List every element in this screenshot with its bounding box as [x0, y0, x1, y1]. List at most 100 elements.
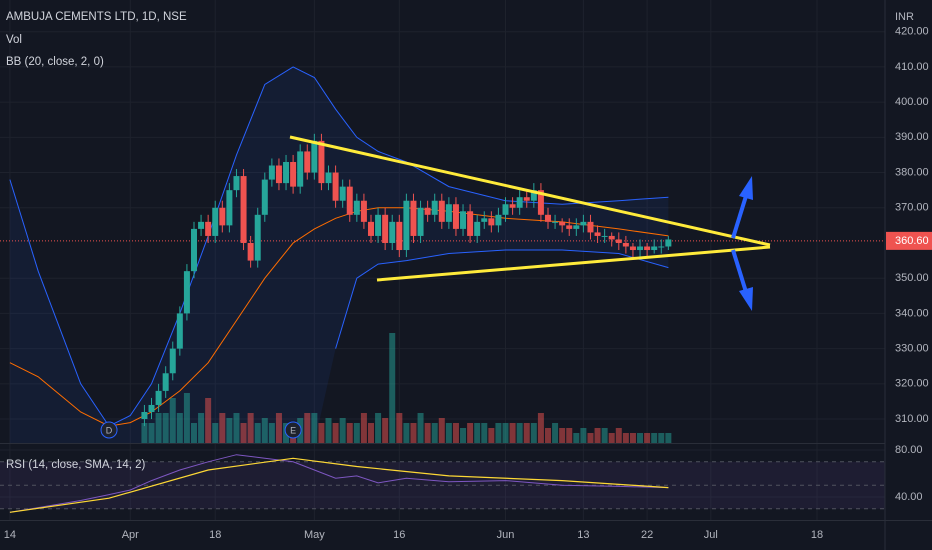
candle-body [615, 239, 622, 243]
rsi-line [9, 454, 669, 513]
volume-bar [537, 413, 544, 443]
x-tick-label: Jun [497, 529, 515, 541]
volume-label: Vol [6, 34, 22, 46]
volume-bar [495, 423, 502, 443]
y-tick-label: 390.00 [895, 131, 929, 143]
candle-body [190, 228, 197, 272]
candle-body [509, 204, 516, 208]
volume-bar [523, 423, 530, 443]
volume-bar [360, 413, 367, 443]
volume-bar [205, 398, 212, 443]
candle-body [637, 246, 644, 251]
candle-body [608, 235, 615, 240]
indicator-label: BB (20, close, 2, 0) [6, 56, 104, 68]
candle-body [502, 204, 509, 215]
volume-bar [176, 413, 183, 443]
candle-body [552, 221, 559, 223]
candle-body [566, 225, 573, 229]
volume-bar [452, 423, 459, 443]
volume-bar [275, 413, 282, 443]
volume-bar [332, 423, 339, 443]
y-tick-label: 310.00 [895, 413, 929, 425]
volume-bar [424, 423, 431, 443]
candle-body [559, 221, 566, 226]
candle-body [367, 221, 374, 236]
volume-bar [375, 413, 382, 443]
labels: AMBUJA CEMENTS LTD, 1D, NSE Vol BB (20, … [6, 11, 914, 471]
volume-bar [601, 428, 608, 443]
rsi-ma [9, 457, 669, 513]
candle-body [573, 225, 580, 229]
arrow-down [731, 249, 748, 293]
trend-line-lower [376, 245, 771, 282]
volume-bar [410, 423, 417, 443]
volume-bar [566, 428, 573, 443]
candle-body [183, 271, 190, 314]
candle-body [481, 218, 488, 222]
drawings [289, 135, 771, 311]
volume-bar [467, 423, 474, 443]
rsi-tick-label: 40.00 [895, 491, 923, 503]
candle-body [467, 211, 474, 236]
volume-bar [637, 433, 644, 443]
volume-bar [445, 423, 452, 443]
candle-body [516, 197, 523, 208]
candle-body [665, 239, 672, 247]
candle-body [438, 200, 445, 222]
volume-bar [254, 423, 261, 443]
candle-body [240, 176, 247, 243]
volume-bar [658, 433, 665, 443]
candle-body [205, 221, 212, 236]
candle-body [651, 246, 658, 251]
candle-body [226, 190, 233, 226]
arrow-up [731, 195, 748, 239]
current-price-label: 360.60 [895, 235, 929, 247]
y-tick-label: 350.00 [895, 272, 929, 284]
volume-bar [587, 433, 594, 443]
volume-bar [431, 423, 438, 443]
x-tick-label: May [304, 529, 325, 541]
candle-body [375, 214, 382, 236]
candle-body [360, 200, 367, 222]
candle-body [162, 373, 169, 391]
volume-bar [247, 413, 254, 443]
volume-bar [389, 333, 396, 443]
volume-bar [474, 423, 481, 443]
volume-bar [382, 418, 389, 443]
x-tick-label: Jul [704, 529, 718, 541]
candle-body [382, 214, 389, 243]
event-marker [100, 421, 118, 439]
candle-body [155, 390, 162, 405]
volume-bar [318, 423, 325, 443]
candle-body [629, 246, 636, 251]
candle-body [297, 151, 304, 187]
y-tick-label: 330.00 [895, 343, 929, 355]
candle-body [495, 214, 502, 226]
volume-bar [367, 423, 374, 443]
y-tick-label: 410.00 [895, 61, 929, 73]
candle-body [587, 221, 594, 233]
candle-body [318, 140, 325, 184]
candle-body [396, 221, 403, 251]
candle-body [212, 207, 219, 236]
candle-body [417, 207, 424, 236]
candle-body [325, 172, 332, 184]
volume-bar [346, 423, 353, 443]
candle-body [530, 190, 537, 201]
volume-bar [353, 423, 360, 443]
volume-bar [608, 433, 615, 443]
y-tick-label: 400.00 [895, 96, 929, 108]
volume-bar [481, 423, 488, 443]
candle-body [474, 221, 481, 236]
volume-bar [573, 433, 580, 443]
volume-bar [240, 423, 247, 443]
y-tick-label: 320.00 [895, 378, 929, 390]
volume-bar [339, 418, 346, 443]
candle-body [219, 207, 226, 226]
rsi-label: RSI (14, close, SMA, 14, 2) [6, 459, 146, 471]
currency-label: INR [895, 11, 914, 23]
volume-bar [311, 413, 318, 443]
volume-bar [594, 428, 601, 443]
